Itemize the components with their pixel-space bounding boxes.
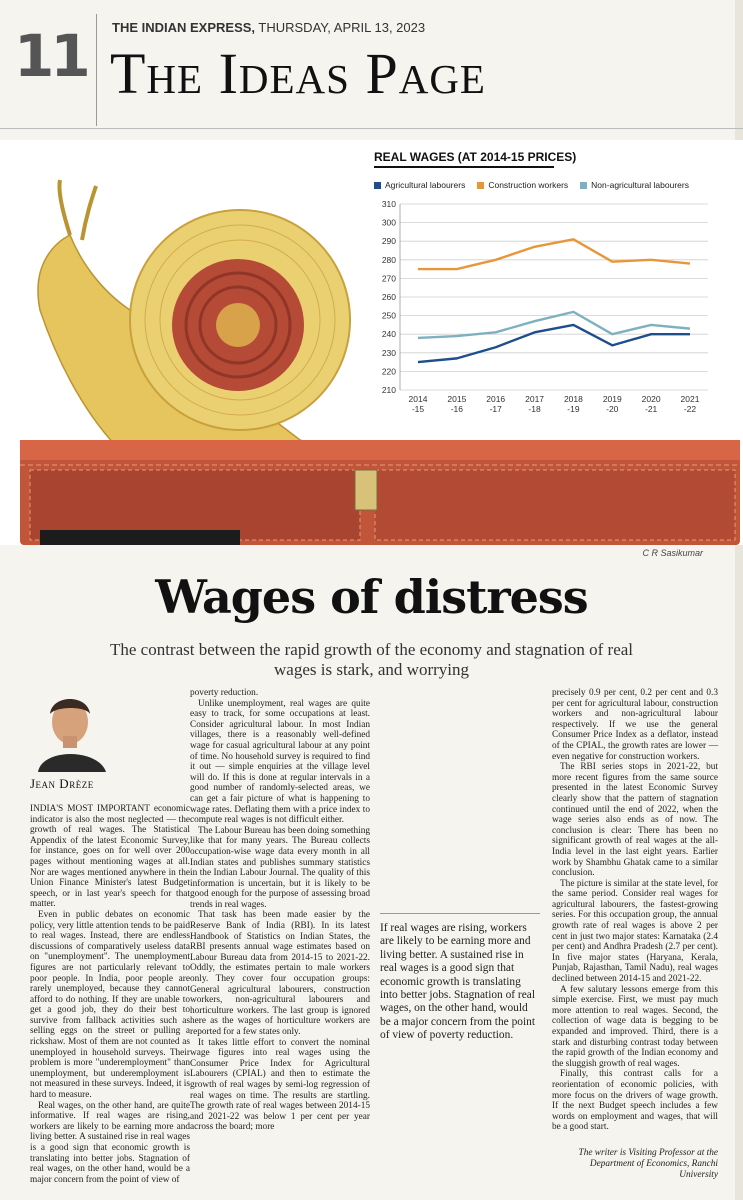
paragraph: Even in public debates on economic polic… (30, 909, 190, 1101)
y-tick-label: 230 (382, 348, 396, 358)
legend-swatch (374, 182, 381, 190)
x-tick-label: 2014 (409, 394, 428, 404)
article-column-3: precisely 0.9 per cent, 0.2 per cent and… (552, 688, 718, 1133)
page-number: 11 (14, 22, 91, 90)
headline: Wages of distress (155, 570, 588, 624)
y-tick-label: 280 (382, 255, 396, 265)
y-tick-label: 250 (382, 311, 396, 321)
y-tick-label: 270 (382, 273, 396, 283)
x-tick-label: 2018 (564, 394, 583, 404)
paragraph: Finally, this contrast calls for a reori… (552, 1069, 718, 1133)
paragraph: The RBI series stops in 2021-22, but mor… (552, 762, 718, 879)
real-wages-chart: REAL WAGES (AT 2014-15 PRICES) Agricultu… (368, 146, 718, 426)
x-tick-label-suffix: -17 (490, 404, 503, 414)
dateline: THE INDIAN EXPRESS, THURSDAY, APRIL 13, … (112, 20, 425, 35)
chart-plot: 310 300 290 280 270 260 250 240 230 220 210 2014-15… (382, 199, 708, 414)
legend-label: Construction workers (488, 180, 569, 190)
legend-label: Agricultural labourers (385, 180, 466, 190)
paragraph: poverty reduction. (190, 688, 259, 698)
paper-name: THE INDIAN EXPRESS, (112, 20, 256, 35)
paragraph: precisely 0.9 per cent, 0.2 per cent and… (552, 688, 718, 762)
x-tick-label-suffix: -18 (528, 404, 541, 414)
y-tick-label: 210 (382, 385, 396, 395)
y-tick-label: 240 (382, 329, 396, 339)
x-tick-label-suffix: -20 (606, 404, 619, 414)
x-tick-label: 2019 (603, 394, 622, 404)
issue-date: THURSDAY, APRIL 13, 2023 (255, 20, 426, 35)
legend-item: Construction workers (477, 180, 568, 190)
series-line (417, 310, 691, 340)
y-tick-label: 260 (382, 292, 396, 302)
x-tick-label: 2015 (447, 394, 466, 404)
x-tick-label-suffix: -16 (451, 404, 464, 414)
legend-label: Non-agricultural labourers (591, 180, 689, 190)
x-tick-label: 2017 (525, 394, 544, 404)
y-tick-label: 290 (382, 236, 396, 246)
chart-legend: Agricultural labourers Construction worke… (374, 180, 701, 190)
y-tick-label: 310 (382, 199, 396, 209)
article-column-2: poverty reduction. Unlike unemployment, r… (190, 688, 370, 1133)
section-title: The Ideas Page (110, 41, 486, 106)
paragraph: A few salutary lessons emerge from this … (552, 984, 718, 1069)
illustration (0, 140, 743, 545)
legend-swatch (477, 182, 485, 190)
series-line (417, 323, 690, 364)
paragraph: INDIA'S MOST IMPORTANT economic indicato… (30, 804, 190, 910)
paragraph: Unlike unemployment, real wages are quit… (190, 698, 370, 826)
y-tick-label: 300 (382, 218, 396, 228)
y-tick-label: 220 (382, 366, 396, 376)
legend-item: Agricultural labourers (374, 180, 465, 190)
x-tick-label-suffix: -15 (412, 404, 425, 414)
paragraph: Real wages, on the other hand, are quite… (30, 1100, 190, 1185)
masthead-rule (0, 128, 743, 129)
paragraph: The picture is similar at the state leve… (552, 878, 718, 985)
x-tick-label: 2021 (681, 394, 700, 404)
legend-item: Non-agricultural labourers (580, 180, 689, 190)
adjacent-page-edge (735, 0, 743, 1200)
masthead: 11 THE INDIAN EXPRESS, THURSDAY, APRIL 1… (0, 0, 743, 128)
x-tick-label-suffix: -21 (645, 404, 658, 414)
illustration-credit: C R Sasikumar (642, 548, 703, 558)
x-tick-label-suffix: -22 (684, 404, 697, 414)
article-column-1: INDIA'S MOST IMPORTANT economic indicato… (30, 804, 190, 1185)
author-byline: Jean Drèze (30, 776, 94, 791)
masthead-divider (96, 14, 97, 126)
author-photo (38, 699, 106, 772)
x-tick-label-suffix: -19 (567, 404, 580, 414)
paragraph: It takes little effort to convert the no… (190, 1037, 370, 1133)
x-tick-label: 2020 (642, 394, 661, 404)
series-line (418, 238, 691, 271)
legend-swatch (580, 182, 588, 190)
deck: The contrast between the rapid growth of… (109, 640, 634, 679)
paragraph: That task has been made easier by the Re… (190, 910, 370, 1037)
chart-title-rule (374, 166, 554, 168)
chart-title: REAL WAGES (AT 2014-15 PRICES) (374, 150, 577, 164)
paragraph: The Labour Bureau has been doing somethi… (190, 825, 370, 910)
x-tick-label: 2016 (486, 394, 505, 404)
pull-quote: If real wages are rising, workers are li… (380, 913, 540, 1043)
author-note: The writer is Visiting Professor at the … (578, 1148, 718, 1180)
